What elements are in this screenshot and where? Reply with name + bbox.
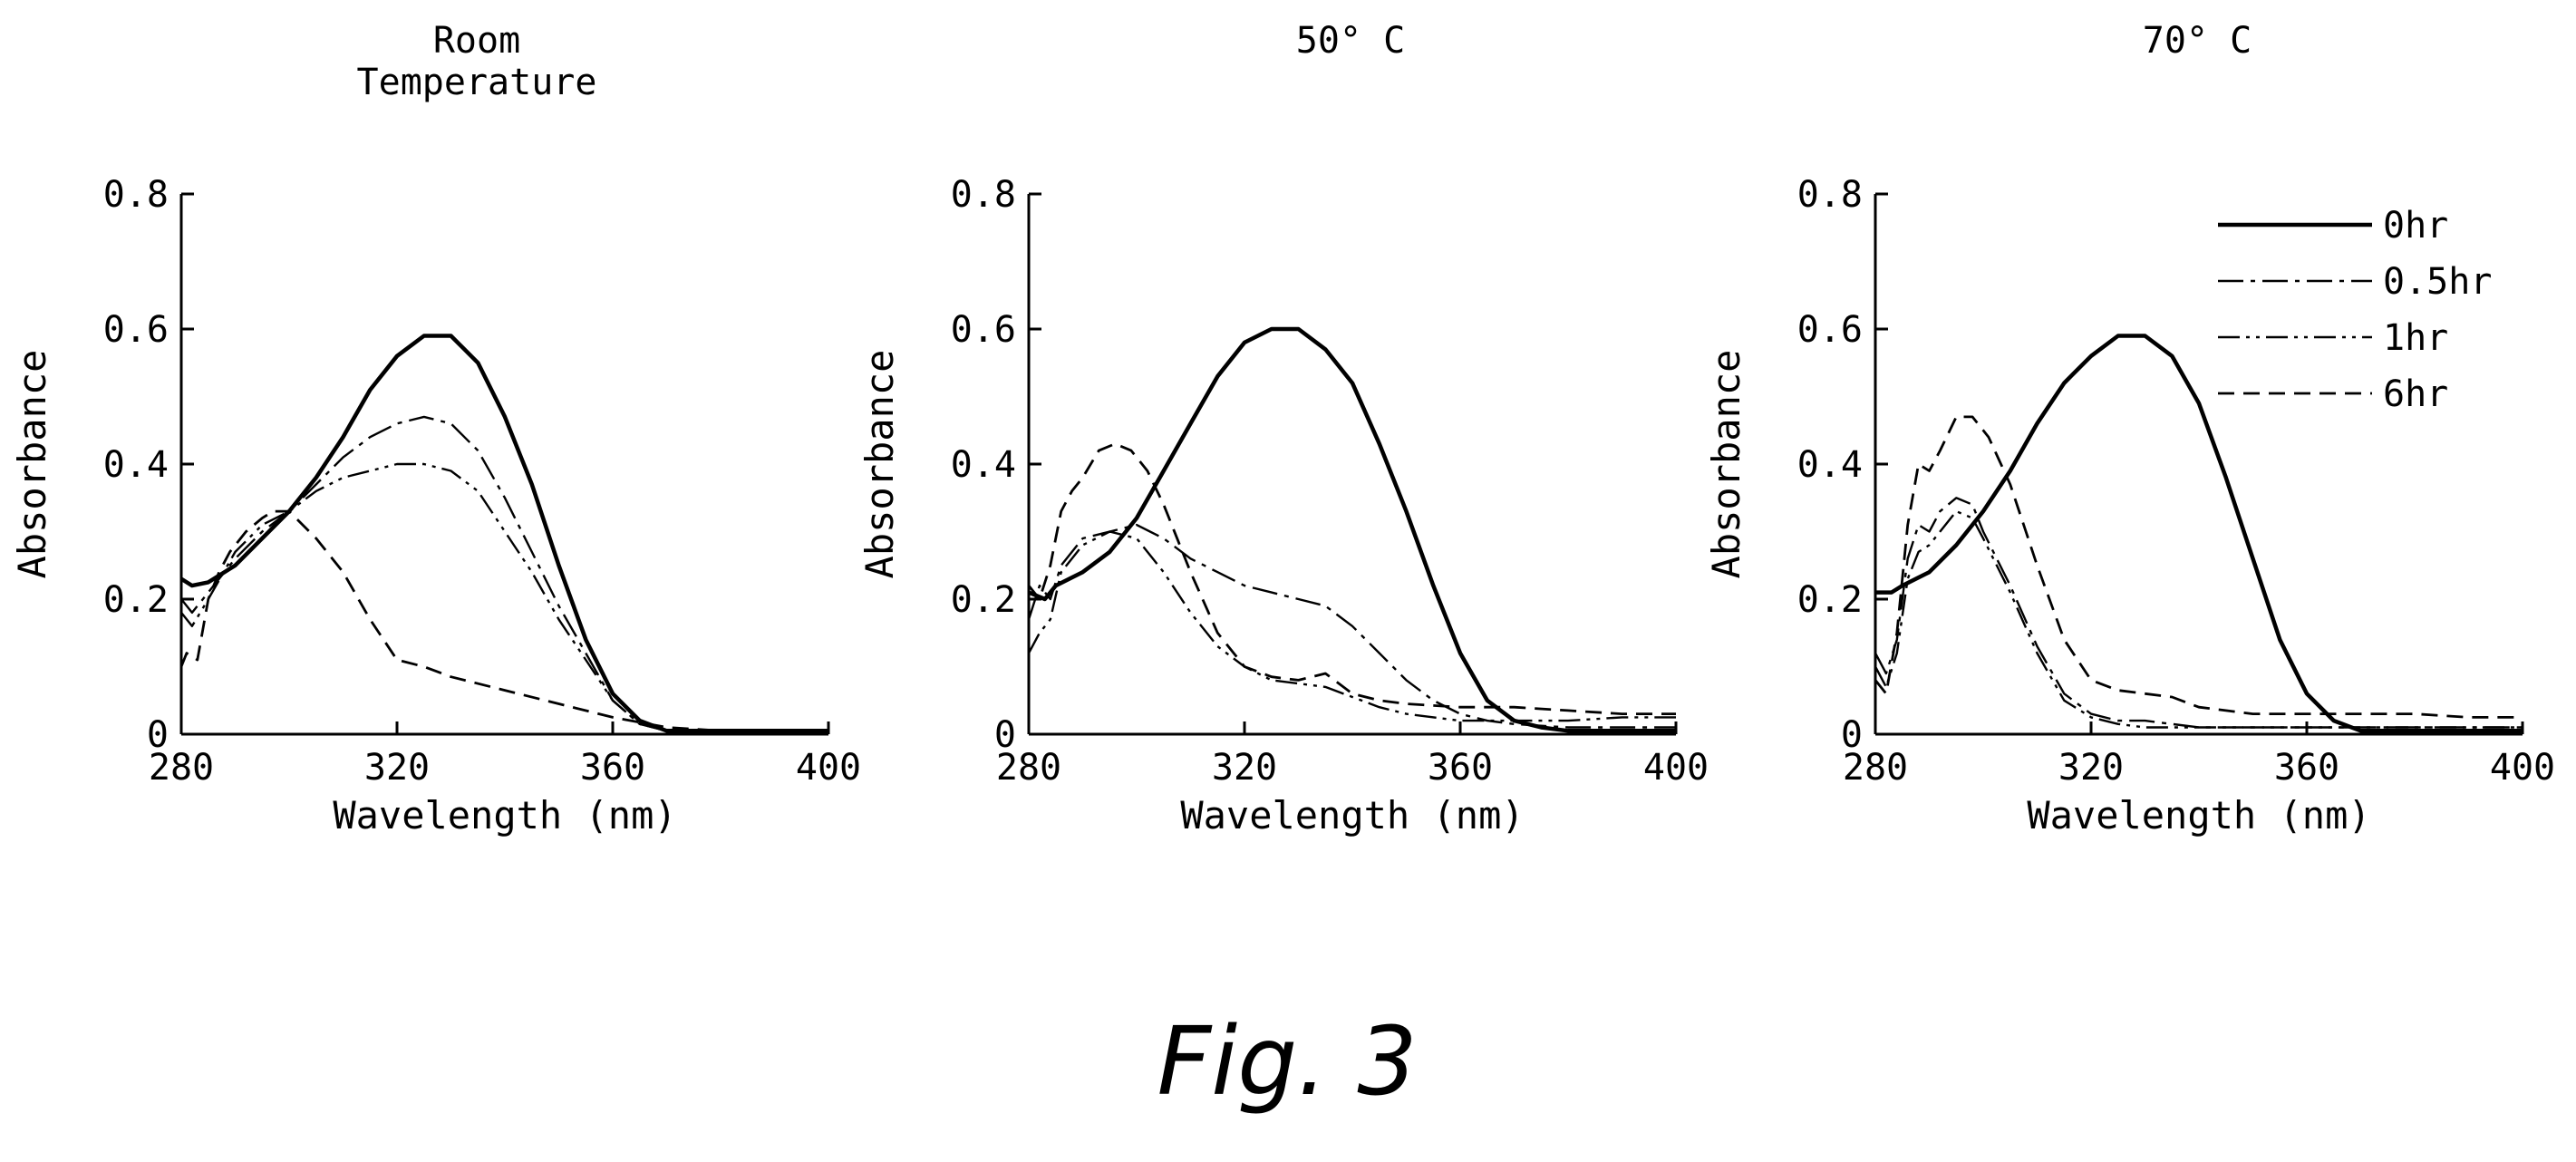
y-tick-label: 0.4 bbox=[951, 444, 1016, 486]
y-tick-label: 0.4 bbox=[103, 444, 169, 486]
y-tick-label: 0.8 bbox=[951, 174, 1016, 216]
y-axis-label: Absorbance bbox=[10, 350, 54, 579]
series-line-0hr bbox=[1028, 326, 1676, 733]
x-tick-label: 360 bbox=[2274, 747, 2339, 789]
y-axis-label: Absorbance bbox=[1704, 350, 1748, 579]
x-tick-label: 360 bbox=[1428, 747, 1493, 789]
series-line-6hr bbox=[179, 509, 828, 732]
y-tick-label: 0 bbox=[994, 714, 1016, 756]
panel-title-line-1: 50° C bbox=[1295, 20, 1406, 62]
panel-title-50c: 50° C bbox=[1079, 20, 1622, 62]
legend-label-1hr: 1hr bbox=[2383, 317, 2448, 359]
x-tick-label: 400 bbox=[796, 747, 861, 789]
y-tick-label: 0.4 bbox=[1797, 444, 1863, 486]
x-tick-label: 280 bbox=[996, 747, 1061, 789]
y-tick-label: 0.8 bbox=[1797, 174, 1863, 216]
panel-title-line-1: Room bbox=[432, 20, 521, 62]
chart-panel-2: 0 0.2 0.4 0.6 0.8 280 320 360 400 Wavelength (nm)… bbox=[857, 174, 1709, 838]
chart-panel-1: 0 0.2 0.4 0.6 0.8 280 320 360 400 Wavelength (nm)… bbox=[10, 174, 861, 838]
x-tick-label: 280 bbox=[1843, 747, 1908, 789]
x-axis-label: Wavelength (nm) bbox=[333, 793, 676, 838]
series-line-1hr bbox=[1874, 509, 2523, 729]
x-tick-label: 400 bbox=[2490, 747, 2555, 789]
y-tick-label: 0.2 bbox=[951, 579, 1016, 621]
x-tick-label: 320 bbox=[364, 747, 430, 789]
panel-title-line-2: Temperature bbox=[356, 62, 597, 103]
panel-title-70c: 70° C bbox=[1925, 20, 2469, 62]
y-tick-label: 0.2 bbox=[1797, 579, 1863, 621]
y-tick-label: 0 bbox=[147, 714, 169, 756]
series-line-0hr bbox=[179, 334, 828, 733]
y-tick-label: 0.6 bbox=[1797, 309, 1863, 351]
x-axis-label: Wavelength (nm) bbox=[2027, 793, 2370, 838]
x-tick-label: 360 bbox=[580, 747, 645, 789]
x-tick-label: 320 bbox=[2058, 747, 2124, 789]
x-tick-label: 320 bbox=[1212, 747, 1277, 789]
legend-label-0-5hr: 0.5hr bbox=[2383, 261, 2492, 303]
x-axis-label: Wavelength (nm) bbox=[1180, 793, 1524, 838]
y-tick-label: 0.6 bbox=[951, 309, 1016, 351]
y-tick-label: 0 bbox=[1841, 714, 1863, 756]
chart-area: 0 0.2 0.4 0.6 0.8 280 320 360 400 Wavelength (nm)… bbox=[10, 174, 2555, 838]
series-line-0-5hr bbox=[180, 415, 828, 732]
series-line-0hr bbox=[1875, 334, 2523, 733]
series-line-0-5hr bbox=[1874, 497, 2523, 729]
series-line-6hr bbox=[1874, 415, 2523, 719]
y-tick-label: 0.2 bbox=[103, 579, 169, 621]
y-axis-label: Absorbance bbox=[857, 350, 902, 579]
y-tick-label: 0.8 bbox=[103, 174, 169, 216]
legend-label-6hr: 6hr bbox=[2383, 373, 2448, 415]
panel-title-room-temperature: Room Temperature bbox=[205, 20, 749, 103]
series-line-1hr bbox=[1027, 530, 1676, 722]
legend-label-0hr: 0hr bbox=[2383, 205, 2448, 247]
y-tick-label: 0.6 bbox=[103, 309, 169, 351]
series-line-0-5hr bbox=[1027, 523, 1676, 729]
x-tick-label: 280 bbox=[149, 747, 214, 789]
series-line-1hr bbox=[180, 462, 828, 732]
panel-title-line-1: 70° C bbox=[2142, 20, 2252, 62]
series-line-6hr bbox=[1027, 442, 1676, 715]
x-tick-label: 400 bbox=[1643, 747, 1709, 789]
chart-panel-3: 0 0.2 0.4 0.6 0.8 280 320 360 400 Wavelength (nm)… bbox=[1704, 174, 2555, 838]
figure-caption: Fig. 3 bbox=[1157, 1006, 1418, 1117]
